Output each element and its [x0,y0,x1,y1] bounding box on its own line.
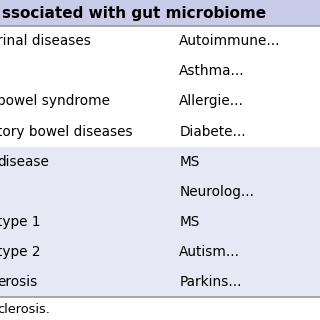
Bar [0,56,320,86]
Text: MS: MS [179,155,200,169]
Text: tory bowel diseases: tory bowel diseases [0,124,132,139]
Bar [0,267,320,297]
Text: type 2: type 2 [0,245,40,259]
Bar [0,26,320,56]
Text: bowel syndrome: bowel syndrome [0,94,110,108]
Text: rinal diseases: rinal diseases [0,34,91,48]
Text: Allergie...: Allergie... [179,94,244,108]
Bar [0,0,320,26]
Bar [0,177,320,207]
Bar [0,207,320,237]
Bar [0,86,320,116]
Bar [0,147,320,177]
Text: erosis: erosis [0,275,37,289]
Text: disease: disease [0,155,49,169]
Text: Asthma...: Asthma... [179,64,245,78]
Text: ssociated with gut microbiome: ssociated with gut microbiome [2,6,266,20]
Text: Neurolog...: Neurolog... [179,185,254,199]
Bar [0,116,320,147]
Text: Autism...: Autism... [179,245,240,259]
Bar [0,237,320,267]
Text: type 1: type 1 [0,215,40,229]
Text: MS: MS [179,215,200,229]
Text: Diabete...: Diabete... [179,124,246,139]
Text: Parkins...: Parkins... [179,275,242,289]
Text: Autoimmune...: Autoimmune... [179,34,281,48]
Text: clerosis.: clerosis. [0,303,50,316]
